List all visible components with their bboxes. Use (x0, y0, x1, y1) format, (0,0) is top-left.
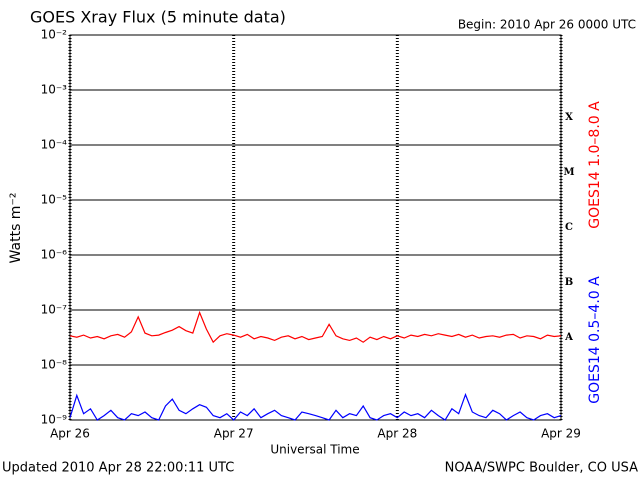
y-axis-label: Watts m⁻² (8, 193, 24, 264)
y-tick-label: 10⁻⁶ (41, 248, 68, 262)
legend-label: GOES14 0.5–4.0 A (587, 276, 603, 404)
x-tick-label: Apr 28 (377, 427, 417, 441)
y-tick-label: 10⁻⁸ (41, 358, 68, 372)
x-tick-label: Apr 29 (541, 427, 581, 441)
x-tick-label: Apr 26 (50, 427, 90, 441)
series-line (69, 310, 562, 344)
chart-title: GOES Xray Flux (5 minute data) (30, 8, 286, 27)
y-tick-label: 10⁻³ (41, 83, 68, 97)
y-tick-label: 10⁻² (41, 28, 68, 42)
chart-subtitle: Begin: 2010 Apr 26 0000 UTC (458, 18, 636, 32)
flare-class-label: X (565, 112, 573, 123)
y-tick-label: 10⁻⁹ (41, 413, 68, 427)
series-line (69, 392, 562, 421)
y-tick-label: 10⁻⁷ (41, 303, 68, 317)
plot-frame (69, 34, 562, 421)
flare-class-label: C (565, 222, 573, 233)
flare-class-label: A (564, 332, 573, 343)
footer-right: NOAA/SWPC Boulder, CO USA (445, 461, 638, 476)
legend-label: GOES14 1.0–8.0 A (587, 101, 603, 229)
footer-left: Updated 2010 Apr 28 22:00:11 UTC (2, 461, 234, 476)
flare-class-label: M (563, 167, 574, 178)
x-axis-label: Universal Time (270, 443, 359, 457)
flare-class-label: B (565, 277, 573, 288)
y-tick-label: 10⁻⁵ (41, 193, 68, 207)
y-tick-label: 10⁻⁴ (41, 138, 68, 152)
x-tick-label: Apr 27 (214, 427, 254, 441)
